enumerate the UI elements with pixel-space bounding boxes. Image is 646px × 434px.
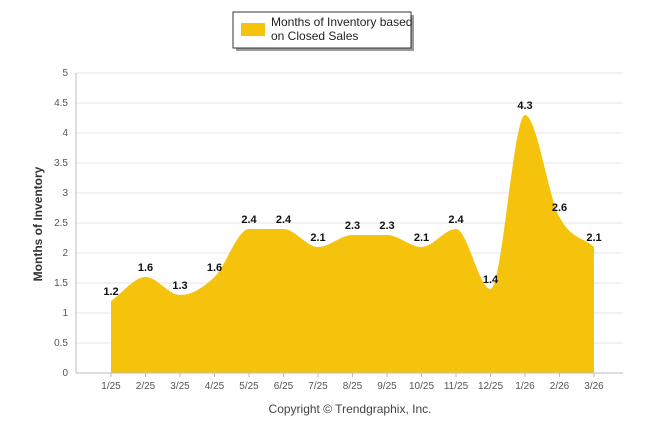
x-tick-labels: 1/25 2/25 3/25 4/25 5/25 6/25 7/25 8/25 9/25 10/2… [101,381,604,392]
y-tick-label: 2 [62,248,68,259]
data-label: 1.4 [483,274,499,286]
x-tick-label: 2/25 [136,381,156,392]
data-label: 2.3 [379,220,394,232]
y-tick-label: 0 [62,368,68,379]
x-tick-label: 5/25 [239,381,259,392]
legend-line-2: on Closed Sales [271,29,358,43]
y-tick-label: 0.5 [54,338,68,349]
y-tick-label: 2.5 [54,218,68,229]
data-label: 2.6 [552,202,567,214]
x-tick-label: 9/25 [377,381,397,392]
data-label: 1.6 [207,262,222,274]
y-tick-label: 4.5 [54,98,68,109]
x-tick-label: 1/26 [515,381,535,392]
data-label: 2.1 [414,232,429,244]
x-tick-label: 2/26 [550,381,570,392]
legend-swatch [241,23,265,36]
data-label: 1.3 [172,280,187,292]
axes [75,73,623,377]
x-tick-label: 6/25 [274,381,294,392]
y-tick-label: 3.5 [54,158,68,169]
data-label: 2.4 [448,214,464,226]
y-tick-label: 3 [62,188,68,199]
x-tick-label: 12/25 [478,381,503,392]
area-fill [111,115,594,373]
y-tick-label: 4 [62,128,68,139]
copyright-footer: Copyright © Trendgraphix, Inc. [269,402,432,416]
y-axis-label: Months of Inventory [31,166,45,281]
data-label: 1.6 [138,262,153,274]
x-tick-label: 10/25 [409,381,434,392]
x-tick-label: 8/25 [343,381,363,392]
area-series [111,115,594,373]
x-tick-label: 11/25 [444,381,469,392]
legend: Months of Inventory based on Closed Sale… [232,11,414,51]
data-label: 1.2 [103,286,118,298]
y-tick-label: 1 [62,308,68,319]
x-tick-label: 4/25 [205,381,225,392]
x-tick-label: 7/25 [308,381,328,392]
legend-line-1: Months of Inventory based [271,15,412,29]
data-label: 2.1 [586,232,601,244]
data-label: 4.3 [517,100,532,112]
y-tick-label: 5 [62,68,68,79]
data-label: 2.4 [241,214,257,226]
x-tick-label: 1/25 [101,381,121,392]
data-label: 2.1 [310,232,325,244]
data-label: 2.4 [276,214,292,226]
x-tick-label: 3/26 [584,381,604,392]
data-labels: 1.2 1.6 1.3 1.6 2.4 2.4 2.1 2.3 2.3 2.1 2.4 1.4 4.3 2… [103,100,601,298]
x-tick-label: 3/25 [170,381,190,392]
y-tick-label: 1.5 [54,278,68,289]
data-label: 2.3 [345,220,360,232]
y-tick-labels: 0 0.5 1 1.5 2 2.5 3 3.5 4 4.5 5 [54,68,68,379]
